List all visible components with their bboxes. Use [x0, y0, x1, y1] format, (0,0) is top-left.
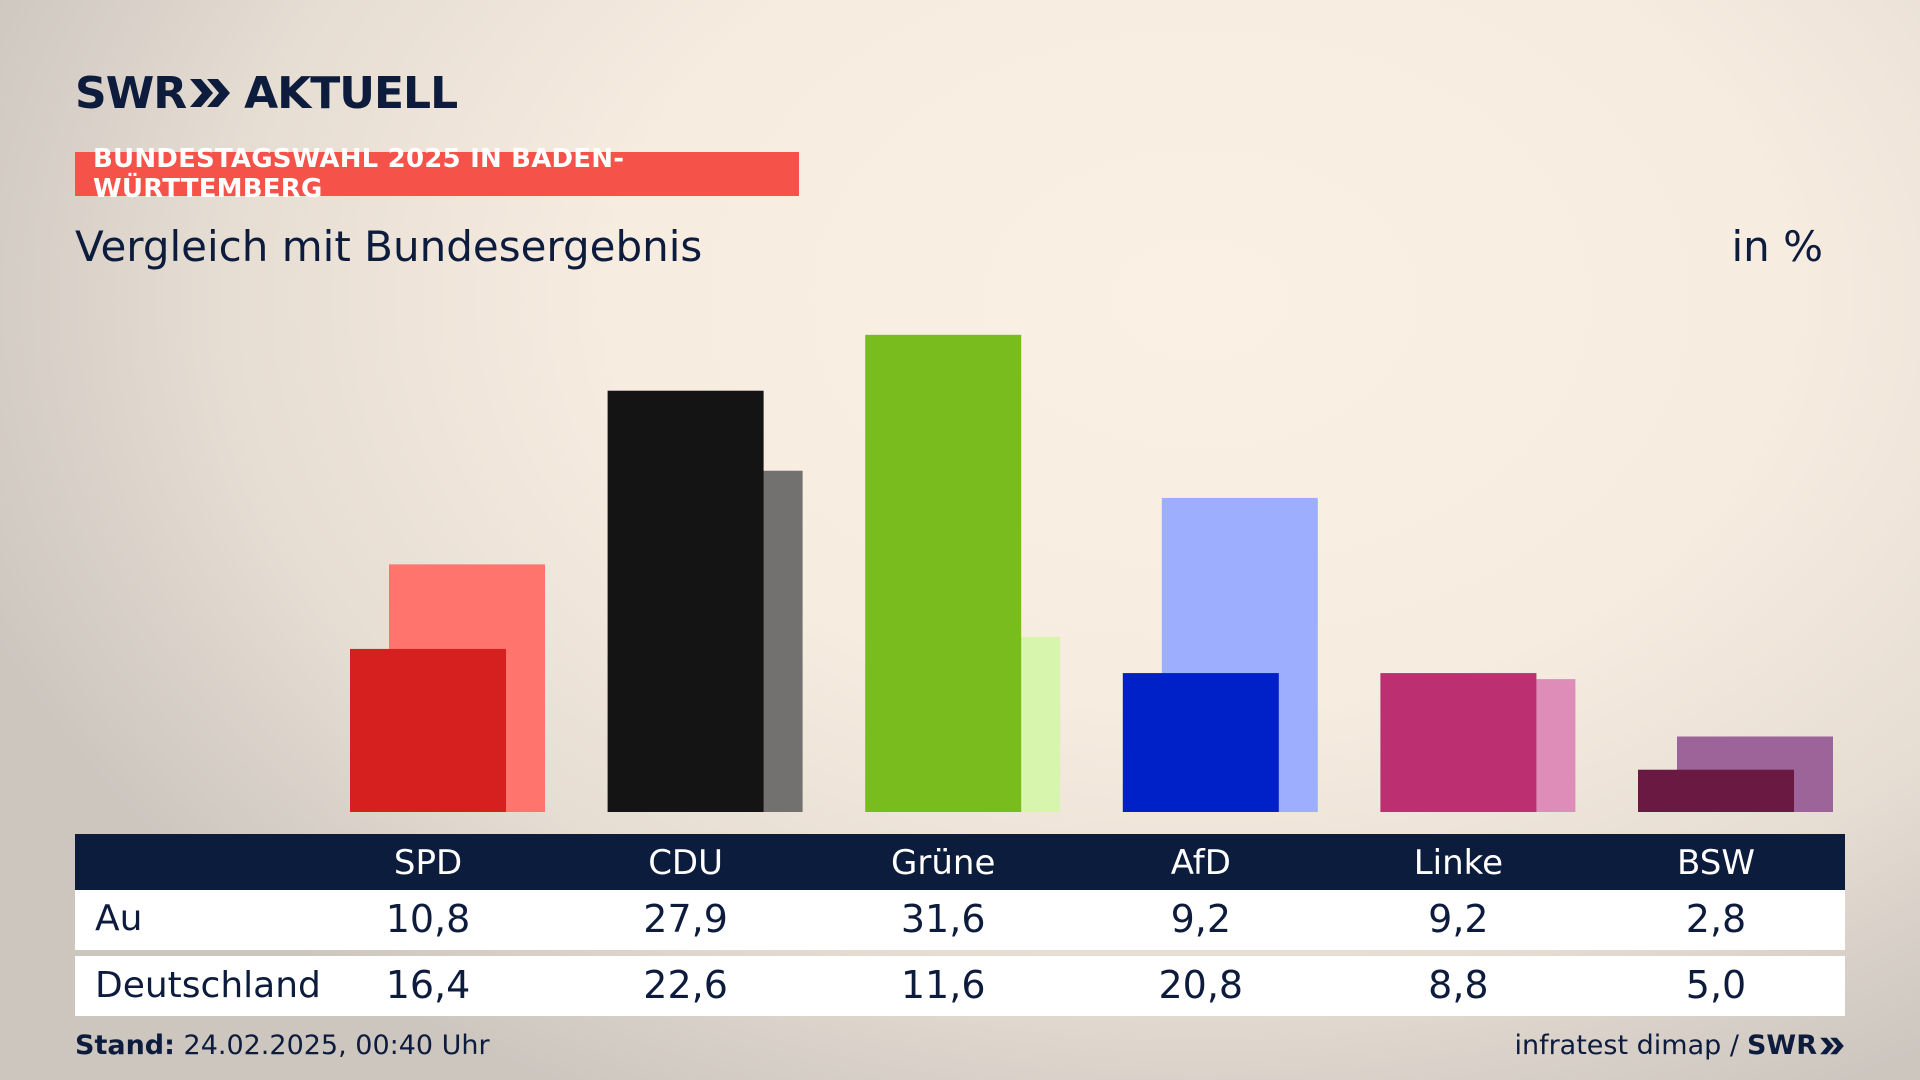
table-row: Au 10,8 27,9 31,6 9,2 9,2 2,8: [75, 890, 1845, 950]
bar-au-bsw: [1638, 769, 1794, 812]
bar-au-afd: [1122, 673, 1279, 812]
logo-brand: SWR: [75, 67, 187, 119]
column-header-cdu: CDU: [648, 843, 723, 883]
timestamp: Stand: 24.02.2025, 00:40 Uhr: [75, 1030, 490, 1061]
unit-label: in %: [1731, 222, 1823, 271]
swr-aktuell-logo: SWR AKTUELL: [75, 67, 458, 119]
source-brand: SWR: [1746, 1030, 1817, 1061]
column-header-spd: SPD: [393, 843, 463, 883]
bar-au-spd: [350, 648, 506, 812]
table-cell-linke: 8,8: [1428, 963, 1489, 1007]
table-cell-linke: 9,2: [1428, 897, 1489, 941]
table-header: SPD CDU Grüne AfD Linke BSW: [75, 834, 1845, 890]
table-cell-cdu: 22,6: [643, 963, 728, 1007]
table-cell-spd: 16,4: [385, 963, 471, 1007]
column-header-linke: Linke: [1413, 843, 1504, 883]
table-cell-cdu: 27,9: [643, 897, 728, 941]
chart-subtitle: Vergleich mit Bundesergebnis: [75, 222, 703, 271]
bar-au-grüne: [865, 334, 1022, 812]
column-header-bsw: BSW: [1677, 843, 1755, 883]
table-cell-afd: 20,8: [1158, 963, 1244, 1007]
source: infratest dimap / SWR: [1514, 1030, 1845, 1061]
bar-au-cdu: [607, 390, 764, 812]
table-cell-grüne: 11,6: [900, 963, 986, 1007]
column-header-afd: AfD: [1170, 843, 1231, 883]
logo-title: AKTUELL: [244, 67, 458, 119]
stand-value: 24.02.2025, 00:40 Uhr: [183, 1030, 490, 1061]
table-cell-bsw: 2,8: [1685, 897, 1747, 941]
table-cell-afd: 9,2: [1170, 897, 1232, 941]
stand-label: Stand:: [75, 1030, 175, 1061]
table-cell-bsw: 5,0: [1685, 963, 1747, 1007]
double-chevron-icon: [190, 79, 231, 107]
table-cell-grüne: 31,6: [900, 897, 986, 941]
table-row: Deutschland 16,4 22,6 11,6 20,8 8,8 5,0: [75, 956, 1845, 1016]
results-table: SPD CDU Grüne AfD Linke BSW Au 10,8 27,9 31,6 9,…: [75, 834, 1845, 1016]
bar-chart: [350, 334, 1833, 812]
row-label: Deutschland: [95, 965, 321, 1006]
bar-au-linke: [1380, 673, 1537, 812]
double-chevron-icon: [1820, 1037, 1844, 1054]
source-text: infratest dimap /: [1514, 1030, 1739, 1061]
column-header-grüne: Grüne: [891, 843, 996, 883]
row-label: Au: [95, 898, 143, 939]
table-cell-spd: 10,8: [385, 897, 471, 941]
